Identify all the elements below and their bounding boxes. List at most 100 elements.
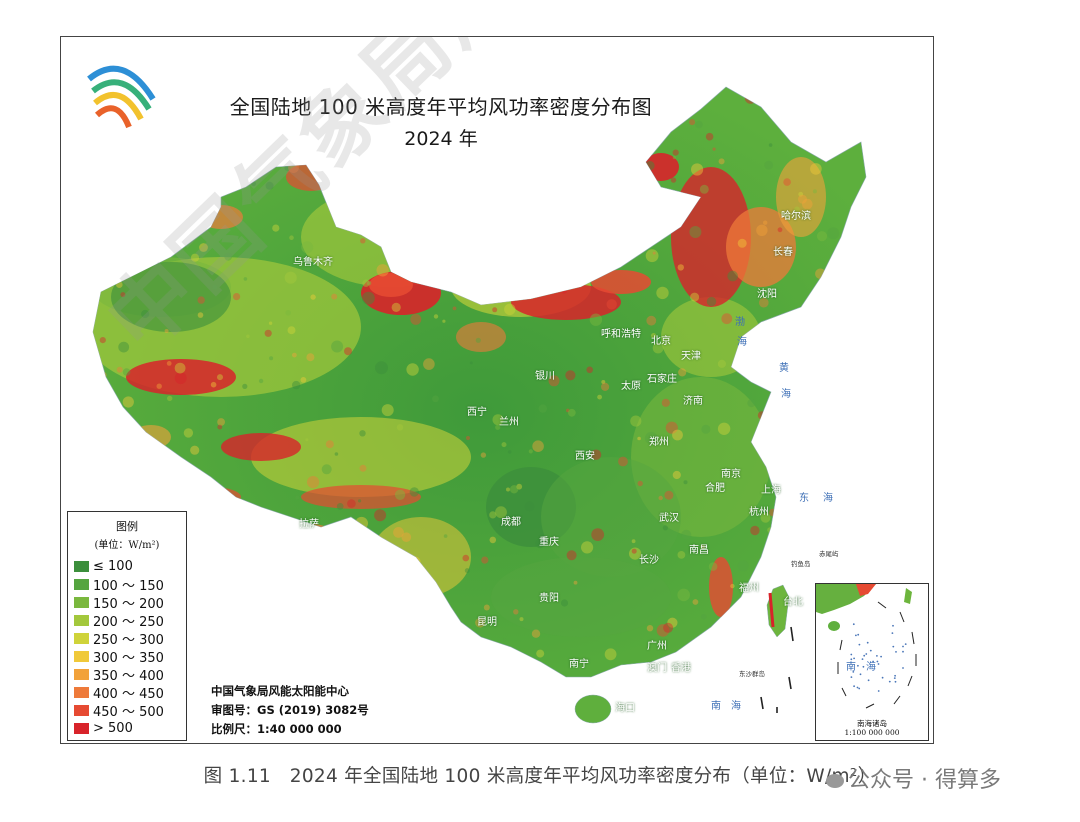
city-label: 天津: [681, 351, 701, 362]
wind-density-region: [726, 207, 796, 287]
city-label: 南昌: [689, 545, 709, 556]
city-label: 台北: [783, 597, 803, 608]
wechat-icon: [826, 774, 844, 788]
city-label: 南京: [721, 469, 741, 480]
city-label: 哈尔滨: [781, 211, 811, 222]
city-label: 济南: [683, 396, 703, 407]
credit-review-number: 审图号：GS (2019) 3082号: [211, 703, 369, 717]
sea-label: 渤: [735, 317, 745, 328]
sea-label: 海: [737, 337, 747, 348]
wind-density-region: [709, 557, 733, 617]
inset-label: 南海诸岛 1:100 000 000: [844, 719, 900, 737]
sea-label: 黄: [779, 363, 789, 374]
legend-item: 100 ～ 150: [68, 575, 186, 594]
legend-label: > 500: [93, 720, 133, 736]
city-label: 福州: [739, 583, 759, 594]
inset-sea-label: 南 海: [846, 662, 876, 673]
wind-density-region: [111, 262, 231, 332]
legend-swatch: [74, 596, 89, 608]
city-label: 银川: [535, 371, 555, 382]
map-frame: 全国陆地 100 米高度年平均风功率密度分布图 2024 年 中国气象局风能 哈…: [60, 36, 934, 744]
legend-swatch: [74, 722, 89, 734]
wind-power-map: [92, 86, 867, 724]
legend-label: 400 ～ 450: [93, 686, 164, 702]
legend-item: 150 ～ 200: [68, 593, 186, 612]
legend-label: ≤ 100: [93, 558, 133, 574]
island-label-dongsha: 东沙群岛: [739, 670, 765, 678]
legend-label: 300 ～ 350: [93, 650, 164, 666]
city-label: 兰州: [499, 417, 519, 428]
city-label: 广州: [647, 641, 667, 652]
city-label: 长春: [773, 247, 793, 258]
island-label-diaoyu: 钓鱼岛: [791, 560, 811, 568]
island-label-chiwei: 赤尾屿: [819, 550, 839, 558]
legend-item: 200 ～ 250: [68, 611, 186, 630]
wind-density-region: [371, 517, 471, 597]
legend-item: 450 ～ 500: [68, 701, 186, 720]
city-label: 重庆: [539, 537, 559, 548]
legend-title: 图例: [116, 520, 138, 533]
credits: 中国气象局风能太阳能中心 审图号：GS (2019) 3082号 比例尺：1:4…: [211, 682, 369, 739]
legend-item: 300 ～ 350: [68, 647, 186, 666]
wind-density-region: [541, 457, 681, 577]
city-label: 郑州: [649, 437, 669, 448]
wind-density-region: [181, 487, 241, 507]
credit-org: 中国气象局风能太阳能中心: [211, 684, 349, 698]
south-china-sea-inset: 南 海 南海诸岛 1:100 000 000: [815, 583, 929, 741]
city-label: 北京: [651, 336, 671, 347]
hainan-island: [574, 694, 612, 724]
legend-label: 150 ～ 200: [93, 596, 164, 612]
city-label: 沈阳: [757, 289, 777, 300]
sea-label: 海: [731, 701, 741, 712]
city-label: 太原: [621, 381, 641, 392]
wind-density-region: [131, 425, 171, 449]
wind-density-region: [126, 359, 236, 395]
city-label: 成都: [501, 517, 521, 528]
wind-density-region: [591, 270, 651, 294]
legend-item: 350 ～ 400: [68, 665, 186, 684]
wechat-watermark: 公众号 · 得算多: [826, 762, 1001, 794]
wechat-text: 公众号 · 得算多: [848, 768, 1001, 793]
legend-item: > 500: [68, 719, 186, 737]
legend-unit: (单位：W/m²): [94, 540, 160, 551]
sea-label: 海: [781, 389, 791, 400]
legend-item: ≤ 100: [68, 557, 186, 575]
wind-density-region: [491, 557, 671, 637]
legend-swatch: [74, 704, 89, 716]
legend-label: 200 ～ 250: [93, 614, 164, 630]
sea-label: 南: [711, 701, 721, 712]
legend-label: 350 ～ 400: [93, 668, 164, 684]
wind-density-region: [221, 433, 301, 461]
city-label: 贵阳: [539, 593, 559, 604]
legend: 图例 (单位：W/m²) ≤ 100 100 ～ 150 150 ～ 200 200 …: [67, 511, 187, 741]
city-label: 乌鲁木齐: [293, 257, 333, 268]
cma-logo-icon: [83, 59, 159, 139]
city-label: 拉萨: [299, 519, 319, 530]
city-label: 西宁: [467, 407, 487, 418]
legend-swatch: [74, 578, 89, 590]
city-label: 石家庄: [647, 374, 677, 385]
legend-label: 100 ～ 150: [93, 578, 164, 594]
wind-density-region: [456, 322, 506, 352]
legend-label: 450 ～ 500: [93, 704, 164, 720]
city-label: 西安: [575, 451, 595, 462]
city-label: 呼和浩特: [601, 329, 641, 340]
legend-swatch: [74, 632, 89, 644]
legend-swatch: [74, 668, 89, 680]
legend-swatch: [74, 650, 89, 662]
city-label: 香港: [671, 663, 691, 674]
map-title-block: 全国陆地 100 米高度年平均风功率密度分布图 2024 年: [61, 91, 821, 151]
city-label: 长沙: [639, 555, 659, 566]
legend-item: 400 ～ 450: [68, 683, 186, 702]
city-label: 昆明: [477, 617, 497, 628]
city-label: 合肥: [705, 483, 725, 494]
wind-density-region: [301, 485, 421, 509]
wind-density-region: [776, 157, 826, 237]
wind-density-region: [251, 417, 471, 497]
city-label: 武汉: [659, 513, 679, 524]
city-label: 海口: [615, 703, 635, 714]
map-year: 2024 年: [404, 128, 478, 150]
legend-label: 250 ～ 300: [93, 632, 164, 648]
city-label: 上海: [761, 485, 781, 496]
legend-swatch: [74, 614, 89, 626]
